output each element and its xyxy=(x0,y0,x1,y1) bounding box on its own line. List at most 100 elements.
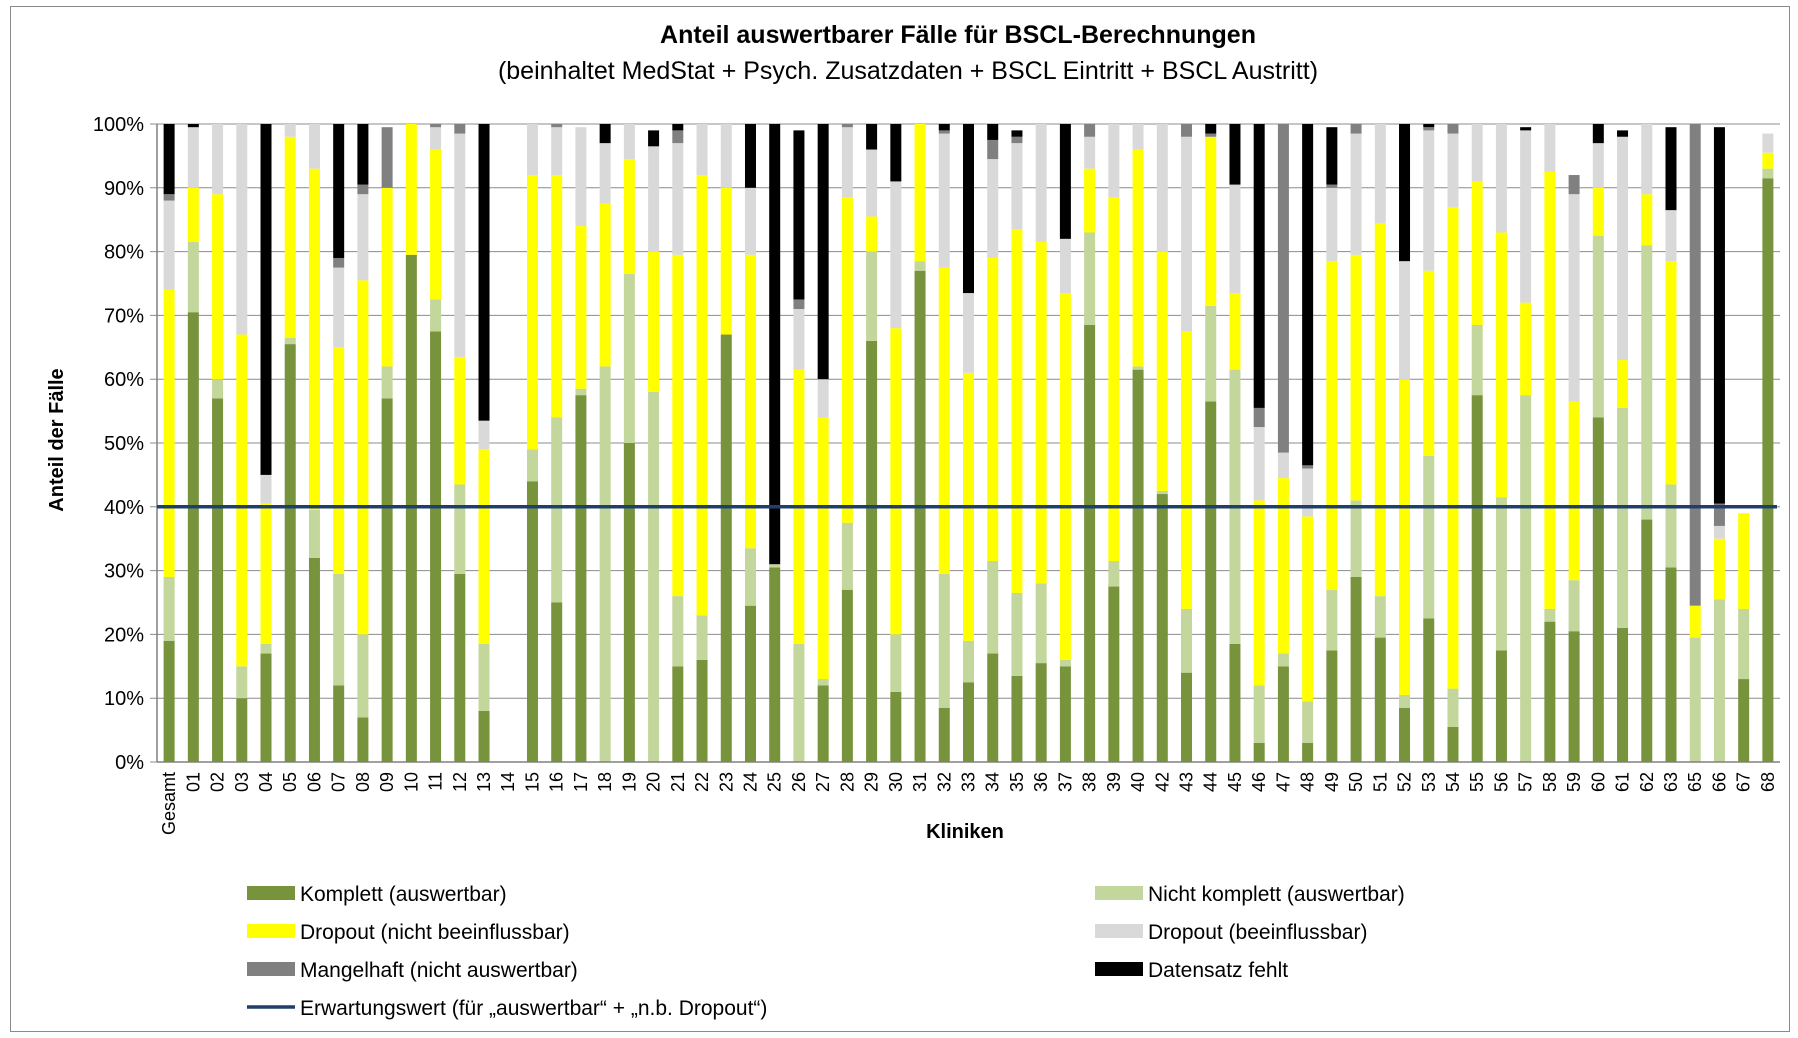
bar-segment xyxy=(1713,127,1725,504)
bar-segment xyxy=(1326,187,1338,262)
bar-segment xyxy=(599,143,611,204)
bar-segment xyxy=(769,567,781,762)
bar-segment xyxy=(841,522,853,590)
chart-frame xyxy=(10,6,1790,1032)
x-tick-label: 66 xyxy=(1709,772,1729,792)
bar-segment xyxy=(1520,395,1532,762)
x-axis-title: Kliniken xyxy=(926,821,1004,843)
bar-segment xyxy=(575,395,587,762)
bar-segment xyxy=(866,124,878,150)
bar-segment xyxy=(1665,484,1677,568)
bar-segment xyxy=(866,340,878,762)
bar-segment xyxy=(817,124,829,380)
bar-segment xyxy=(1181,136,1193,332)
bar-segment xyxy=(866,216,878,252)
x-tick-label: 44 xyxy=(1201,772,1221,792)
bar-segment xyxy=(1156,490,1168,495)
legend-label: Dropout (nicht beeinflussbar) xyxy=(300,921,570,944)
bar-segment xyxy=(187,312,199,762)
x-tick-label: 20 xyxy=(644,772,664,792)
bar-segment xyxy=(357,634,369,718)
x-tick-label: 23 xyxy=(716,772,736,792)
bar-segment xyxy=(1229,184,1241,294)
bar-segment xyxy=(1253,685,1265,743)
bar-segment xyxy=(333,257,345,268)
bar-segment xyxy=(1181,124,1193,137)
bar-segment xyxy=(284,337,296,345)
bar-segment xyxy=(381,366,393,399)
y-tick-labels: 0% 10% 20% 30% 40% 50% 60% 70% 80% 90% 100% xyxy=(93,114,144,774)
bar-segment xyxy=(599,366,611,762)
bar-segment xyxy=(526,481,538,762)
x-tick-label: 50 xyxy=(1346,772,1366,792)
y-tick-label: 90% xyxy=(104,178,144,200)
bar-segment xyxy=(1302,124,1314,466)
x-tick-label: 49 xyxy=(1322,772,1342,792)
y-tick-label: 100% xyxy=(93,114,144,136)
bar-segment xyxy=(1617,360,1629,408)
bar-segment xyxy=(333,124,345,258)
bar-segment xyxy=(1762,168,1774,179)
bar-segment xyxy=(963,293,974,373)
bar-segment xyxy=(1471,395,1483,762)
bar-segment xyxy=(938,573,950,708)
x-tick-label: 65 xyxy=(1685,772,1705,792)
x-tick-label: 61 xyxy=(1613,772,1633,792)
bar-segment xyxy=(1471,324,1483,396)
bar-segment xyxy=(1738,679,1750,762)
x-tick-label: 34 xyxy=(983,772,1003,792)
bar-segment xyxy=(914,261,926,271)
bar-segment xyxy=(163,194,175,201)
bar-segment xyxy=(1592,417,1604,762)
bar-segment xyxy=(1447,124,1459,134)
x-tick-label: 19 xyxy=(619,772,639,792)
bar-segment xyxy=(236,124,248,335)
bar-segment xyxy=(744,124,756,188)
bar-segment xyxy=(454,573,466,762)
bar-segment xyxy=(430,149,442,300)
bar-segment xyxy=(575,226,587,389)
x-tick-label: 02 xyxy=(208,772,228,792)
bar-segment xyxy=(1059,659,1071,667)
bar-segment xyxy=(1326,650,1338,762)
bar-segment xyxy=(987,159,999,258)
x-tick-label: 18 xyxy=(595,772,615,792)
bar-segment xyxy=(890,181,902,329)
bar-segment xyxy=(478,643,490,711)
bar-segment xyxy=(987,139,999,160)
bar-segment xyxy=(478,420,490,450)
bar-segment xyxy=(1011,130,1023,137)
legend-swatch xyxy=(1095,886,1143,900)
bar-segment xyxy=(1326,184,1338,188)
bar-segment xyxy=(890,124,902,182)
bar-segment xyxy=(817,379,829,418)
bar-segment xyxy=(1641,194,1653,246)
x-tick-label: 14 xyxy=(498,772,518,792)
bar-segment xyxy=(817,679,829,686)
bar-segment xyxy=(1011,143,1023,230)
bar-segment xyxy=(187,124,199,128)
x-tick-label: 62 xyxy=(1637,772,1657,792)
y-axis-title: Anteil der Fälle xyxy=(46,368,68,511)
x-tick-label: 04 xyxy=(256,772,276,792)
bar-segment xyxy=(551,175,563,418)
bar-segment xyxy=(1495,232,1507,498)
bar-segment xyxy=(866,149,878,217)
bar-segment xyxy=(1423,124,1435,128)
bar-segment xyxy=(1592,143,1604,188)
bar-segment xyxy=(1156,124,1168,252)
bar-segment xyxy=(1132,149,1144,367)
bar-segment xyxy=(1302,465,1314,469)
x-tick-label: 59 xyxy=(1564,772,1584,792)
bar-segment xyxy=(1689,605,1701,638)
bar-segment xyxy=(1132,124,1144,150)
x-tick-label: 46 xyxy=(1249,772,1269,792)
x-tick-label: 58 xyxy=(1540,772,1560,792)
bar-segment xyxy=(1520,130,1532,303)
bar-segment xyxy=(1277,666,1289,762)
y-tick-label: 30% xyxy=(104,561,144,583)
bar-segment xyxy=(284,124,296,137)
bar-segment xyxy=(1713,525,1725,539)
bar-segment xyxy=(914,124,926,262)
bar-segment xyxy=(1713,538,1725,600)
